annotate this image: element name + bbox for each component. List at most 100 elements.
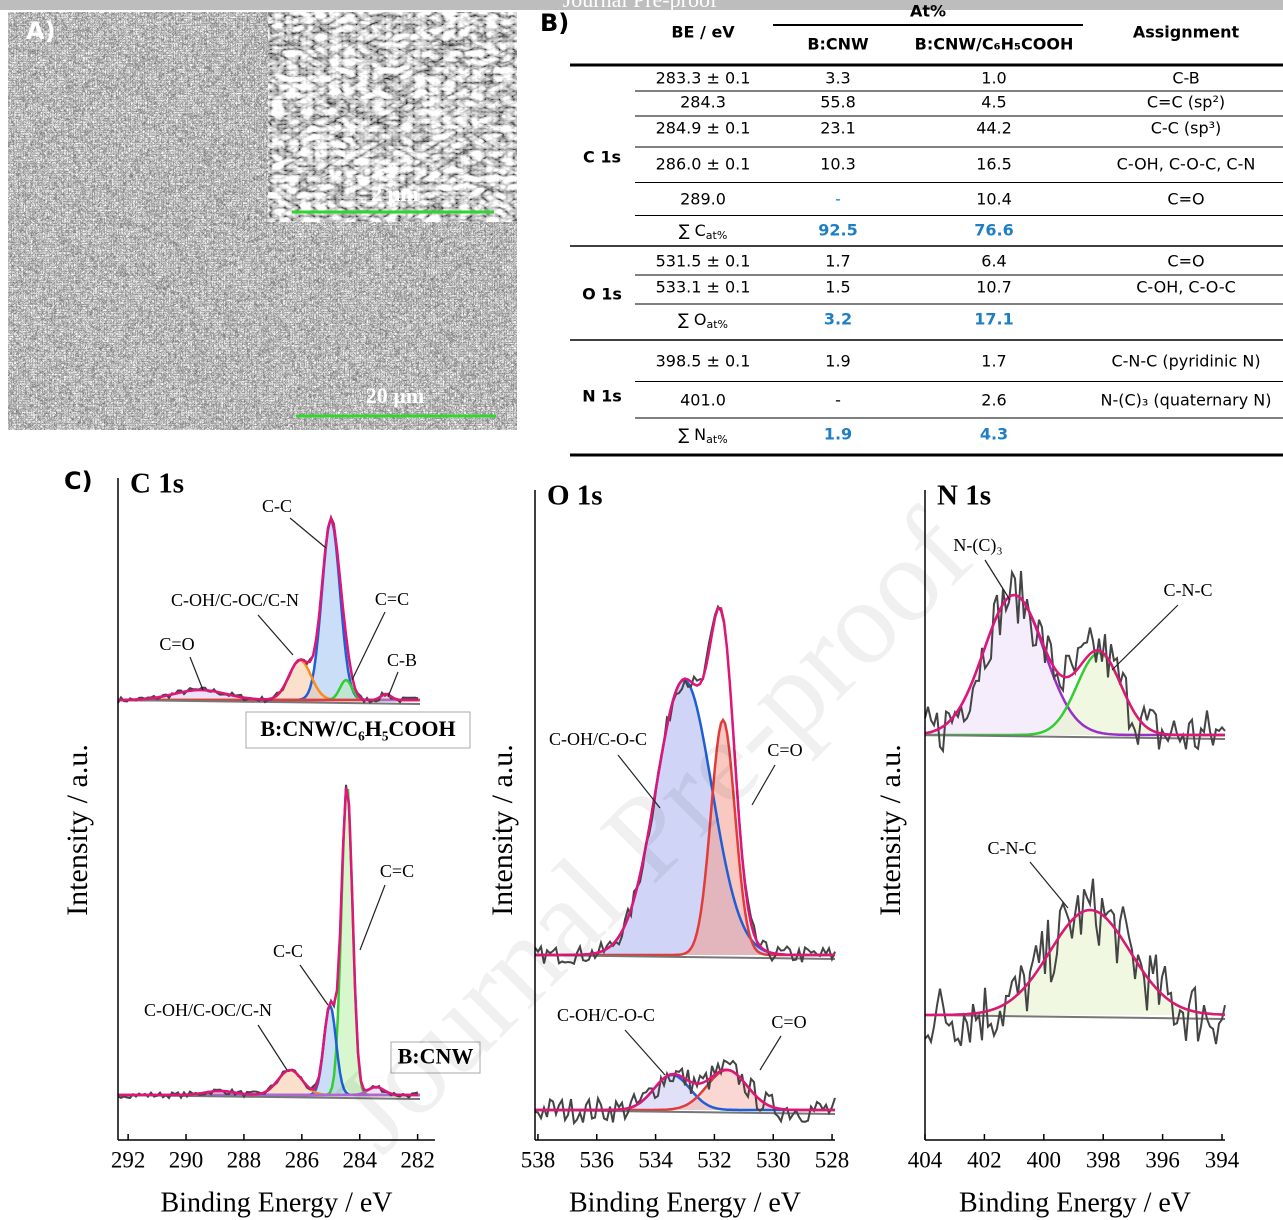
- table-cell: N-(C)₃ (quaternary N): [1101, 391, 1272, 410]
- x-tick-label: 538: [521, 1147, 556, 1172]
- peak-curve: [118, 658, 420, 702]
- annotation-arrow: [624, 1029, 666, 1076]
- table-cell: 531.5 ± 0.1: [656, 252, 751, 271]
- table-cell: 289.0: [680, 190, 726, 209]
- annotation: C-OH/C-O-C: [557, 1005, 655, 1025]
- table-header: Assignment: [1133, 23, 1240, 42]
- table-header: BE / eV: [671, 23, 735, 42]
- annotation: C=C: [380, 861, 414, 881]
- annotation: C-B: [387, 650, 417, 670]
- peak-fill: [925, 653, 1225, 735]
- x-axis-label: Binding Energy / eV: [569, 1187, 801, 1218]
- table-cell: C=O: [1167, 252, 1204, 271]
- chart: 292 290 288 286 284 282 C 1s Binding Energy / e…: [61, 468, 481, 1218]
- annotation: C-N-C: [988, 838, 1037, 858]
- sum-subscript: at%: [706, 433, 728, 446]
- table-cell: C-B: [1172, 69, 1199, 88]
- sum-value: 3.2: [824, 310, 852, 329]
- sample-label: B:CNW/C₆H₅COOH: [260, 716, 455, 741]
- table-cell: 10.7: [976, 278, 1012, 297]
- watermark-top: Journal Pre-proof: [563, 0, 718, 12]
- scale-label: 20 µm: [366, 383, 425, 408]
- sample-label: B:CNW: [398, 1044, 474, 1069]
- peak-curve: [118, 519, 420, 702]
- x-tick-label: 284: [342, 1147, 377, 1172]
- table-cell: 3.3: [825, 69, 850, 88]
- envelope: [925, 908, 1226, 1017]
- x-tick-label: 534: [638, 1147, 673, 1172]
- sum-subscript: at%: [706, 318, 728, 331]
- chart-title: O 1s: [547, 480, 603, 512]
- x-tick-label: 286: [285, 1147, 320, 1172]
- envelope: [535, 1068, 835, 1112]
- sample-box: [245, 711, 471, 749]
- table-cell: -: [835, 391, 841, 410]
- sum-label: ∑ Cat%: [679, 221, 728, 243]
- annotation-arrow: [387, 671, 399, 698]
- envelope: [535, 606, 835, 957]
- annotation-arrow: [289, 517, 327, 549]
- chart-title: N 1s: [937, 480, 991, 512]
- x-tick-label: 402: [967, 1147, 1002, 1172]
- annotation: C=O: [771, 1012, 806, 1032]
- table-cell: -: [835, 190, 841, 209]
- sum-symbol: ∑ C: [679, 221, 706, 240]
- background-line: [924, 734, 1226, 740]
- annotation-arrow: [1111, 604, 1179, 671]
- sum-label: ∑ Oat%: [678, 310, 728, 332]
- annotation: C-N-C: [1164, 580, 1213, 600]
- x-tick-label: 536: [580, 1147, 615, 1172]
- raw-spectrum: [924, 878, 1226, 1047]
- y-axis-label: Intensity / a.u.: [61, 744, 94, 916]
- charts: 292 290 288 286 284 282 C 1s Binding Energy / e…: [61, 468, 1240, 1219]
- x-tick-label: 528: [815, 1147, 850, 1172]
- table-cell: 286.0 ± 0.1: [656, 155, 751, 174]
- header-bar: [0, 0, 1283, 10]
- table-cell: 6.4: [981, 252, 1006, 271]
- annotation-arrow: [299, 964, 329, 1006]
- table-cell: C=C (sp²): [1147, 93, 1225, 112]
- x-tick-label: 530: [756, 1147, 791, 1172]
- x-axis-label: Binding Energy / eV: [959, 1187, 1191, 1218]
- sum-value: 92.5: [818, 221, 857, 240]
- annotation: C-C: [273, 941, 303, 961]
- annotation-arrow: [617, 754, 661, 809]
- x-tick-label: 400: [1027, 1147, 1062, 1172]
- sum-value: 1.9: [824, 425, 852, 444]
- sum-value: 76.6: [974, 221, 1013, 240]
- x-tick-label: 394: [1205, 1147, 1240, 1172]
- sum-symbol: ∑ O: [678, 310, 706, 329]
- annotation-arrow: [257, 614, 294, 656]
- table-cell: 44.2: [976, 119, 1012, 138]
- annotation-arrow: [1029, 861, 1069, 909]
- sum-label: ∑ Nat%: [678, 425, 727, 447]
- envelope: [118, 787, 418, 1097]
- table-cell: 1.0: [981, 69, 1006, 88]
- annotation: C-C: [262, 496, 292, 516]
- x-tick-label: 290: [169, 1147, 204, 1172]
- annotation-arrow: [984, 559, 1011, 601]
- peak-fill: [118, 521, 420, 700]
- peak-fill: [118, 680, 420, 700]
- envelope: [118, 514, 418, 702]
- background-line: [924, 1014, 1226, 1020]
- annotation-arrow: [759, 1035, 782, 1071]
- scale-label: 2 µm: [371, 181, 419, 206]
- annotation: C-OH/C-OC/C-N: [171, 590, 299, 610]
- envelope: [924, 593, 1225, 737]
- table-cell: 1.5: [825, 278, 850, 297]
- table-cell: 533.1 ± 0.1: [656, 278, 751, 297]
- panel-label: A): [26, 17, 56, 45]
- table-cell: 398.5 ± 0.1: [656, 352, 751, 371]
- table-cell: 2.6: [981, 391, 1006, 410]
- table-cell: 1.7: [825, 252, 850, 271]
- table-cell: 10.4: [976, 190, 1012, 209]
- sample-box: [390, 1041, 481, 1074]
- sum-subscript: at%: [706, 229, 728, 242]
- annotation-arrow: [351, 611, 386, 681]
- annotation-arrow: [751, 764, 776, 806]
- x-axis-label: Binding Energy / eV: [160, 1187, 392, 1218]
- y-axis-label: Intensity / a.u.: [874, 744, 907, 916]
